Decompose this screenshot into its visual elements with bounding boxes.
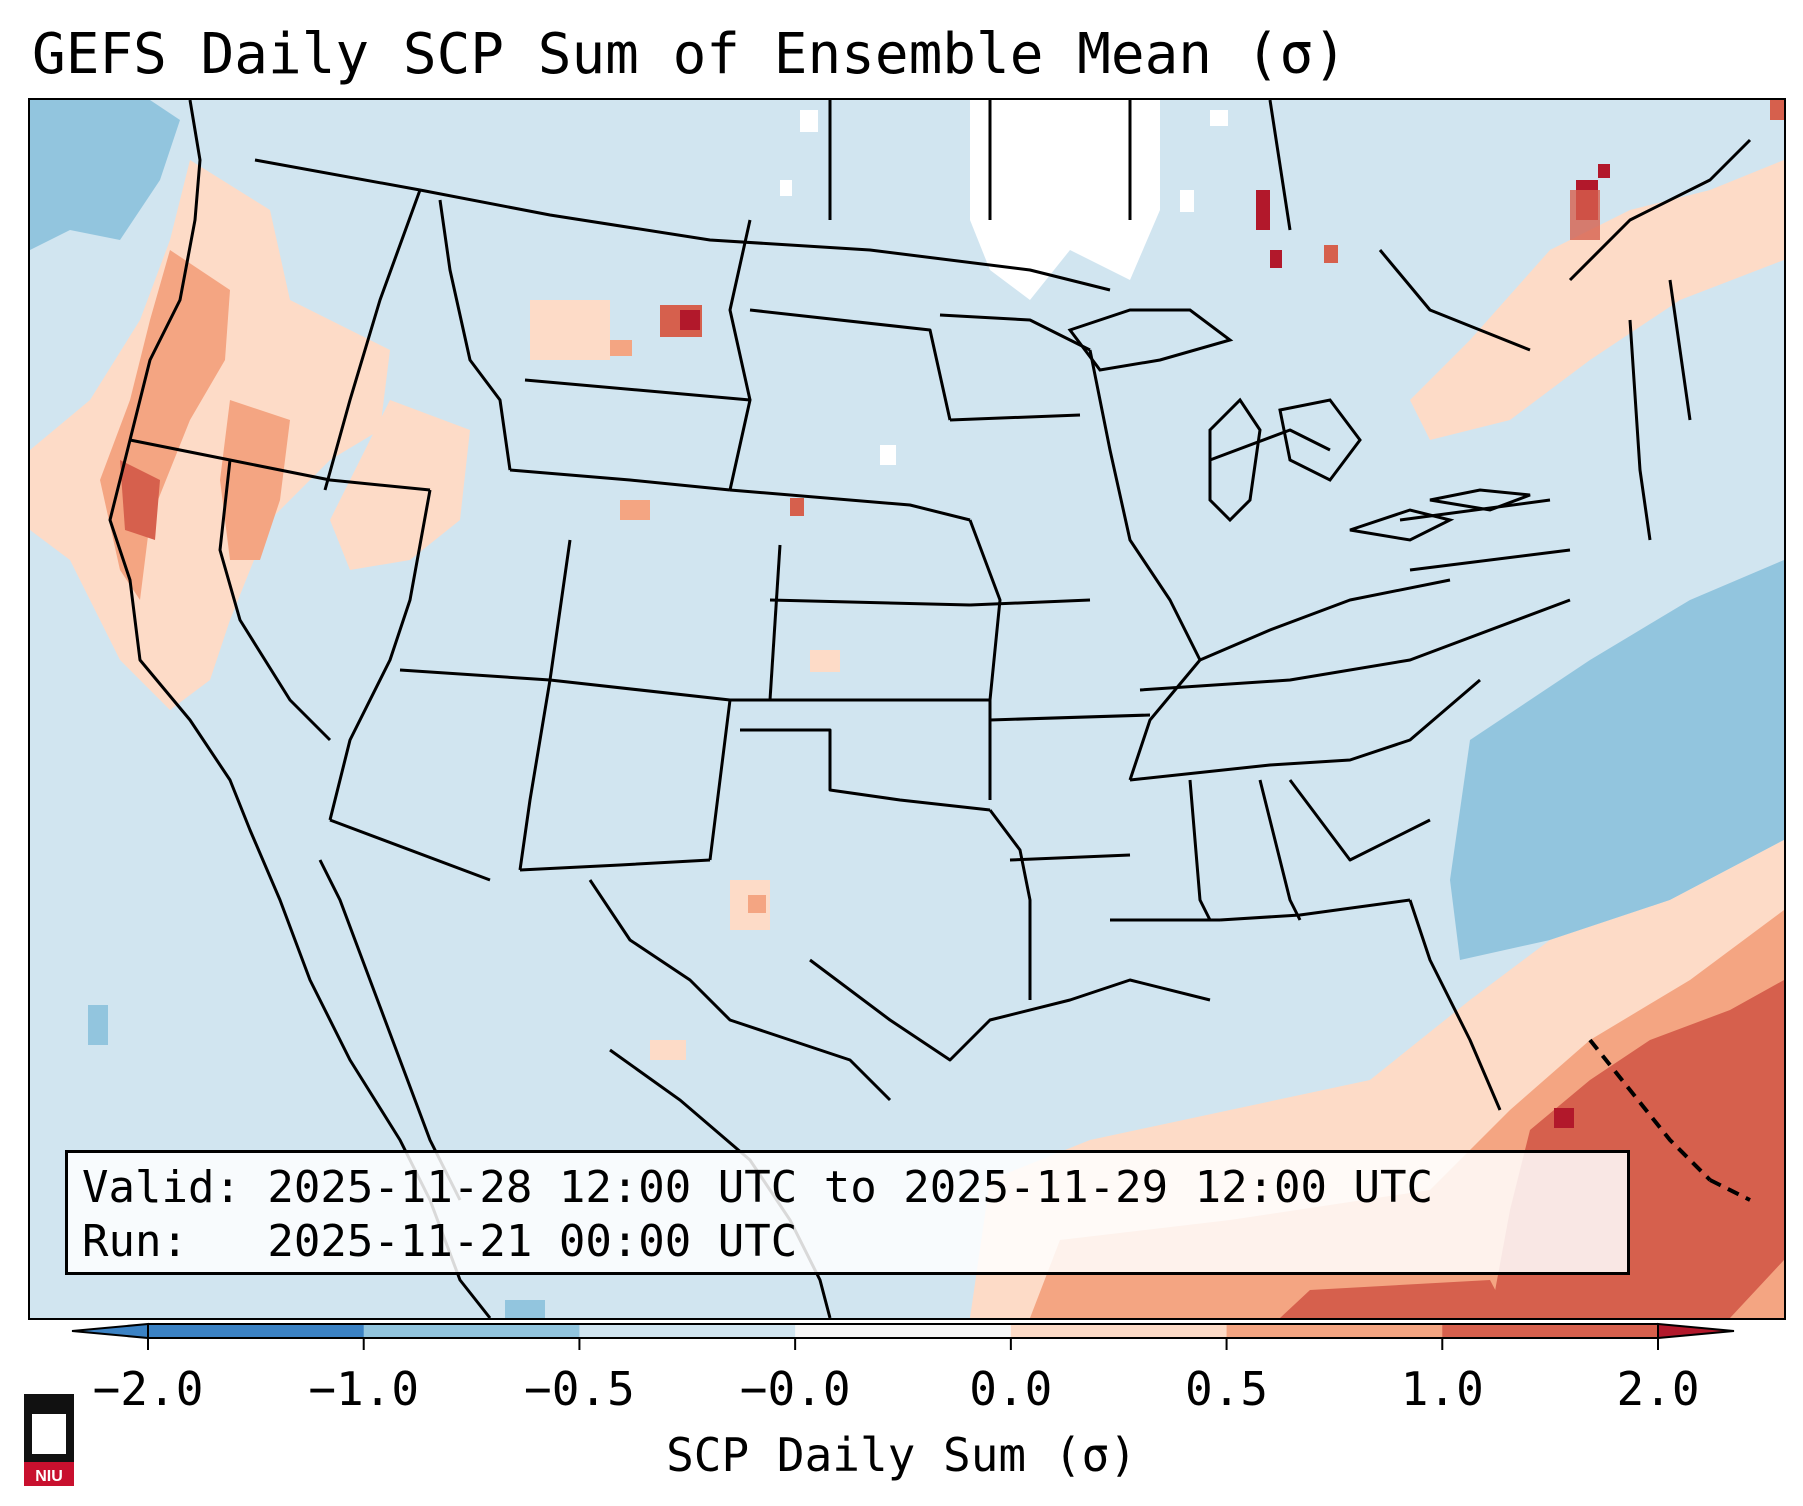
colorbar-segment xyxy=(795,1324,1012,1338)
neutral-regions xyxy=(780,100,1228,465)
great-lakes xyxy=(1067,308,1531,542)
colorbar-label: SCP Daily Sum (σ) xyxy=(666,1428,1137,1482)
colorbar-outline xyxy=(147,1323,1659,1339)
colorbar-segment xyxy=(579,1324,796,1338)
scp-field-map xyxy=(30,100,1784,1318)
niu-logo: NIU xyxy=(24,1394,74,1486)
colorbar-segments xyxy=(71,1322,1735,1340)
logo-text: NIU xyxy=(35,1468,63,1485)
colorbar-segment xyxy=(1010,1324,1228,1338)
colorbar-tick-marks xyxy=(147,1338,1659,1350)
logo-base xyxy=(24,1462,74,1486)
colorbar-extend-min xyxy=(71,1322,149,1340)
colorbar-segment xyxy=(1442,1324,1659,1338)
positive-anomaly-northeast xyxy=(1256,100,1784,440)
colorbar-tick-label: 2.0 xyxy=(1616,1362,1700,1416)
caribbean-islands xyxy=(1588,1038,1751,1202)
map-title: GEFS Daily SCP Sum of Ensemble Mean (σ) xyxy=(32,22,1347,87)
colorbar-tick-label: 1.0 xyxy=(1400,1362,1484,1416)
logo-window xyxy=(32,1414,66,1454)
colorbar-segment xyxy=(1226,1324,1443,1338)
run-time-line: Run: 2025-11-21 00:00 UTC xyxy=(82,1216,798,1267)
colorbar-tick-label: −0.0 xyxy=(739,1362,851,1416)
colorbar-extend-max xyxy=(1657,1322,1735,1340)
colorbar-tick-label: −0.5 xyxy=(524,1362,635,1416)
colorbar xyxy=(71,1322,1735,1350)
colorbar-tick-label: 0.5 xyxy=(1185,1362,1269,1416)
colorbar-segment xyxy=(148,1324,365,1338)
colorbar-tick-label: 0.0 xyxy=(969,1362,1053,1416)
info-panel: Valid: 2025-11-28 12:00 UTC to 2025-11-2… xyxy=(65,1150,1630,1275)
negative-anomaly-regions xyxy=(30,100,1784,1318)
positive-anomaly-west xyxy=(30,160,840,1060)
state-boundaries xyxy=(108,100,1752,1318)
map-panel xyxy=(28,98,1786,1320)
colorbar-segment xyxy=(363,1324,580,1338)
colorbar-tick-label: −1.0 xyxy=(308,1362,420,1416)
valid-time-line: Valid: 2025-11-28 12:00 UTC to 2025-11-2… xyxy=(82,1162,1434,1213)
colorbar-tick-label: −2.0 xyxy=(92,1362,204,1416)
